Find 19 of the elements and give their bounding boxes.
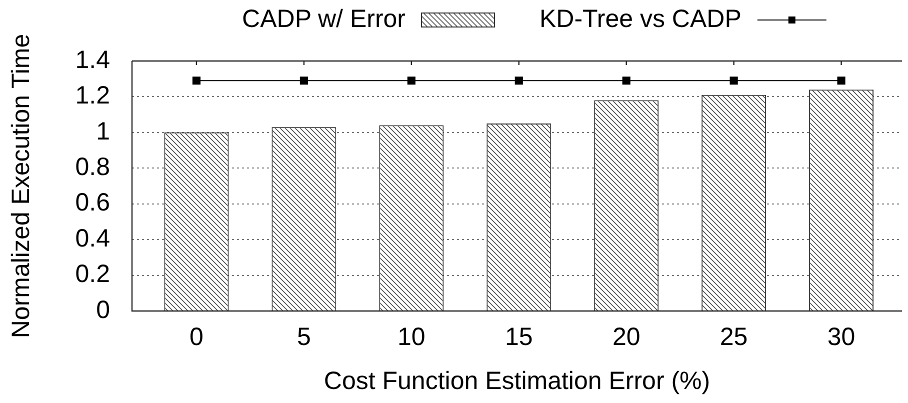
y-tick-label: 0.6 <box>75 188 110 217</box>
y-tick-label: 0.8 <box>75 153 110 182</box>
x-tick-label: 5 <box>296 322 311 351</box>
legend-label: KD-Tree vs CADP <box>539 4 742 33</box>
y-axis-title: Normalized Execution Time <box>6 34 35 338</box>
x-tick-label: 25 <box>720 322 748 351</box>
y-tick-label: 1.4 <box>75 46 110 74</box>
x-tick-label: 15 <box>504 322 533 351</box>
x-tick-label: 10 <box>398 322 426 351</box>
x-axis-title: Cost Function Estimation Error (%) <box>324 366 710 395</box>
legend-label: CADP w/ Error <box>242 4 406 33</box>
y-tick-label: 1 <box>96 117 110 146</box>
x-tick-label: 0 <box>190 322 204 351</box>
y-tick-label: 0.4 <box>75 224 110 252</box>
y-tick-label: 1.2 <box>75 82 110 110</box>
y-tick-label: 0 <box>96 296 110 324</box>
x-tick-label: 20 <box>612 322 640 351</box>
y-tick-label: 0.2 <box>75 260 110 288</box>
x-tick-label: 30 <box>827 322 856 351</box>
